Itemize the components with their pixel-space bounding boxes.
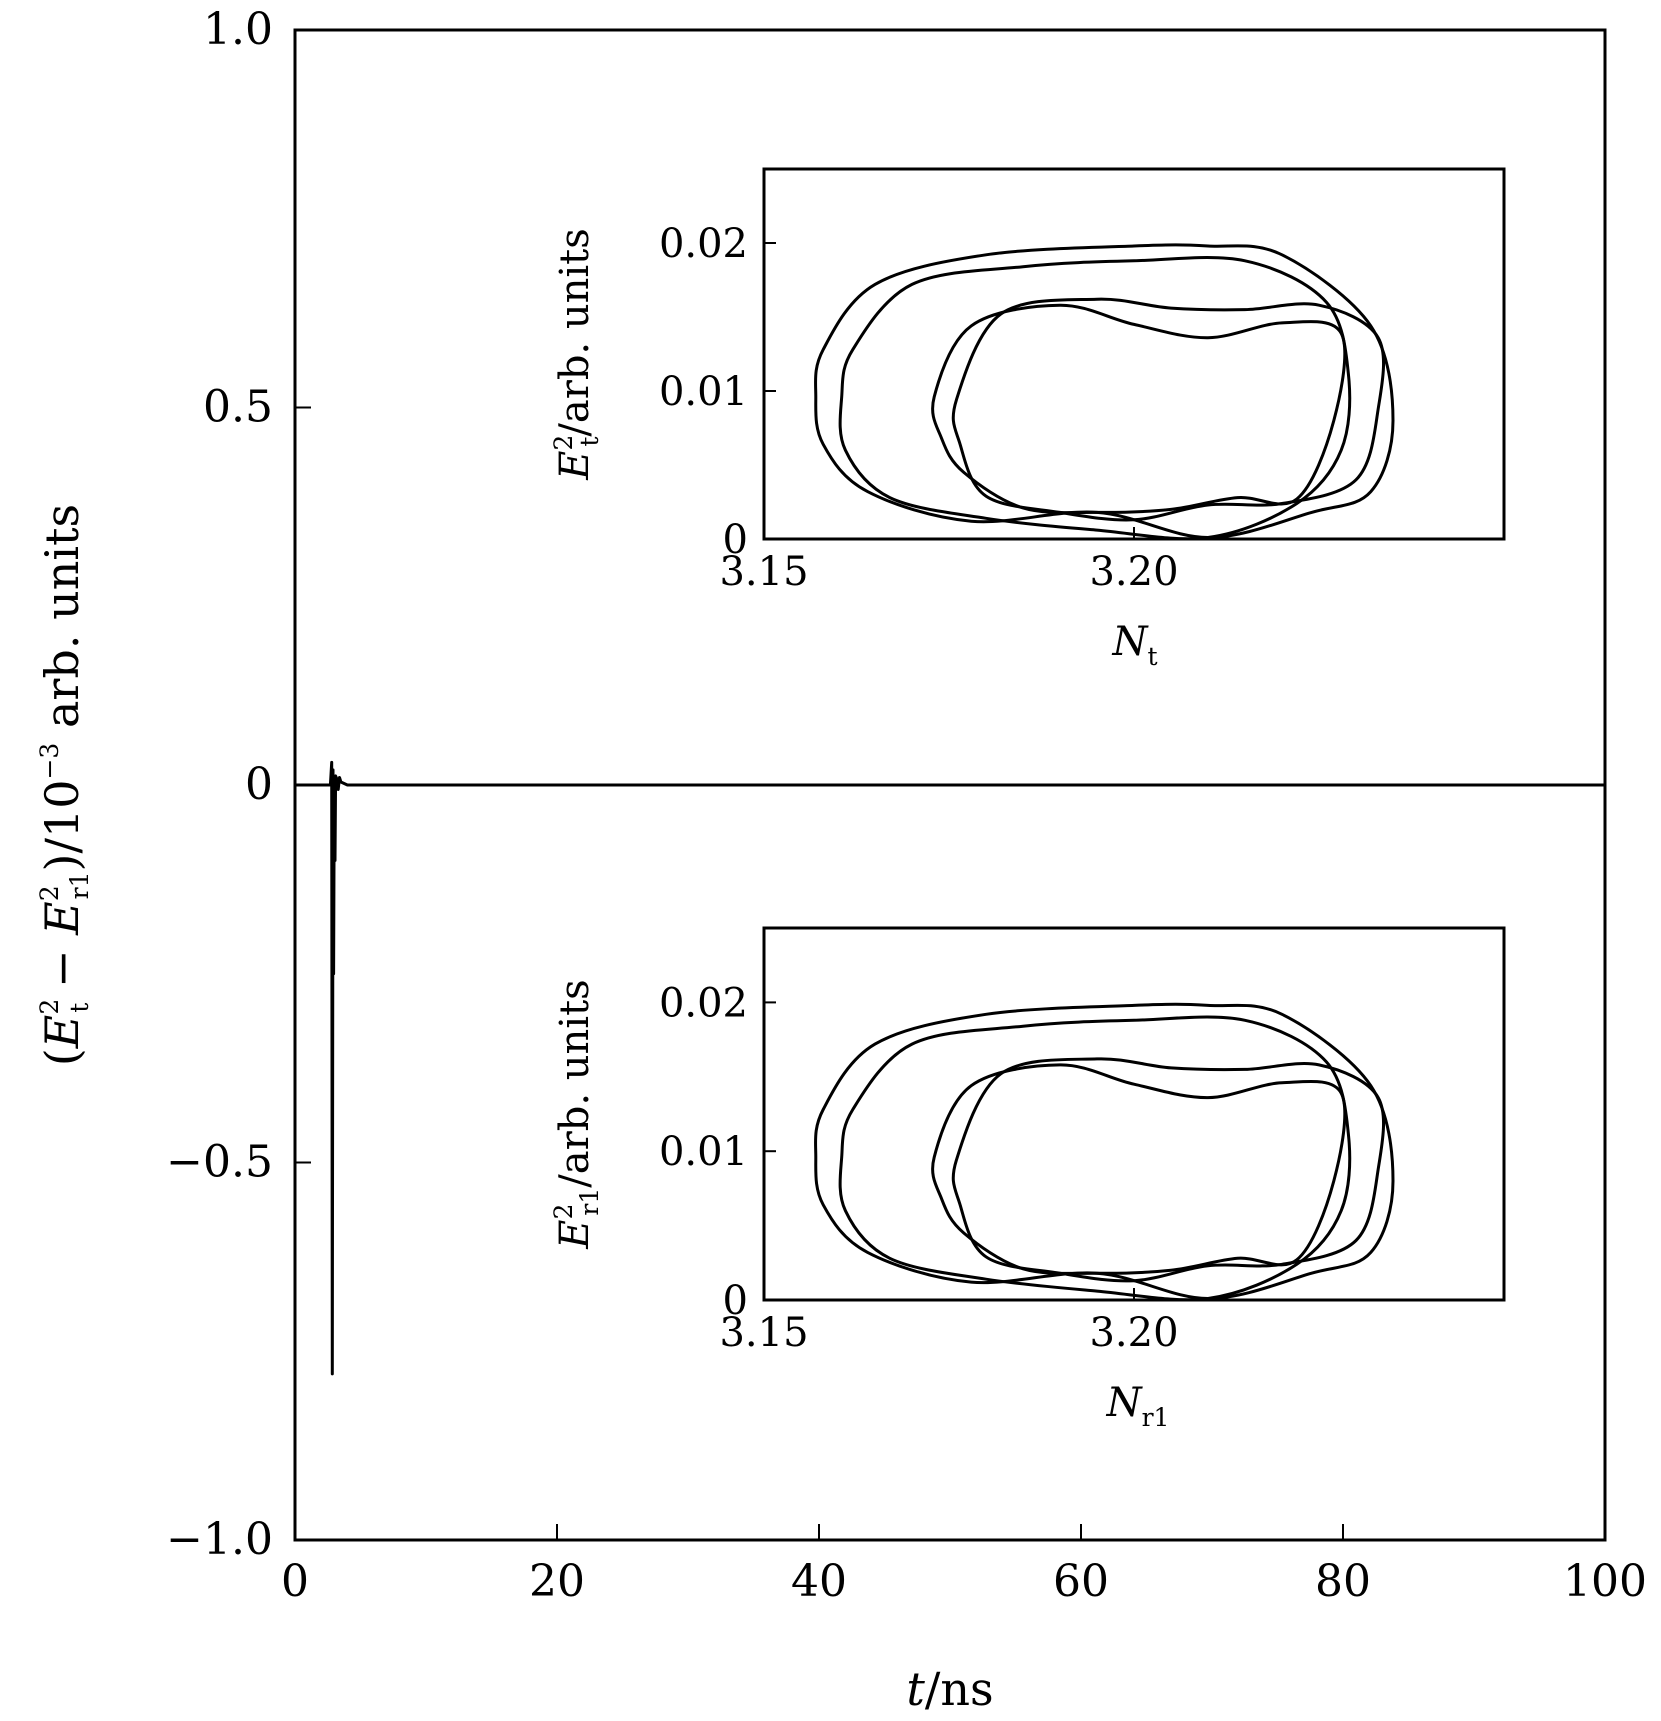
inset-bottom-series-2-line — [838, 1015, 1352, 1302]
inset-top-y-tick-label: 0 — [723, 517, 748, 563]
inset-top-y-tick-label: 0.02 — [659, 221, 748, 267]
main-y-tick-label: 0 — [245, 759, 273, 810]
main-x-axis-label: t/ns — [906, 1662, 993, 1716]
inset-top-frame — [762, 167, 1506, 541]
main-y-tick-label: 0.5 — [203, 382, 273, 433]
main-series-1-line — [295, 760, 1605, 1376]
main-x-tick-label: 40 — [791, 1556, 847, 1607]
main-x-tick-label: 20 — [529, 1556, 585, 1607]
inset-bottom-y-axis-label: E2r1/arb. units — [549, 979, 604, 1249]
inset-top-series-2-line — [838, 255, 1352, 541]
inset-bottom-x-axis-label: Nr1 — [1106, 1380, 1170, 1432]
inset-bottom-x-tick-label: 3.20 — [1089, 1310, 1178, 1356]
inset-top-x-tick-label: 3.20 — [1089, 549, 1178, 595]
inset-bottom-y-tick-label: 0 — [723, 1278, 748, 1324]
inset-top-series — [814, 243, 1395, 541]
inset-top-y-axis-label: E2t/arb. units — [549, 228, 604, 481]
inset-bottom-frame — [762, 926, 1506, 1302]
main-series — [295, 760, 1605, 1376]
main-y-tick-label: 1.0 — [203, 4, 273, 55]
main-x-tick-label: 0 — [281, 1556, 309, 1607]
main-x-tick-label: 60 — [1053, 1556, 1109, 1607]
svg-text:E2r1/arb. units: E2r1/arb. units — [549, 979, 604, 1249]
main-y-axis-label: (E2t − E2r1)/10−3 arb. units — [35, 504, 94, 1066]
inset-bottom-series-1-line — [814, 1002, 1395, 1300]
inset-bottom-y-tick-label: 0.01 — [659, 1129, 748, 1175]
inset-bottom-series — [814, 1002, 1395, 1302]
main-y-tick-label: −0.5 — [166, 1137, 273, 1188]
inset-top-series-4-line — [951, 297, 1385, 522]
svg-text:(E2t − E2r1)/10−3 arb. units: (E2t − E2r1)/10−3 arb. units — [35, 504, 94, 1066]
inset-top-x-axis-label: Nt — [1111, 619, 1157, 671]
main-y-tick-label: −1.0 — [166, 1514, 273, 1565]
inset-bottom-axis-ticks: 3.15 3.20 0.02 0.01 0 — [659, 980, 1179, 1356]
svg-text:E2t/arb. units: E2t/arb. units — [549, 228, 604, 481]
inset-bottom-series-3-line — [931, 1063, 1347, 1275]
svg-text:Nr1: Nr1 — [1106, 1380, 1170, 1432]
inset-bottom-y-tick-label: 0.02 — [659, 980, 748, 1026]
inset-top-series-3-line — [931, 303, 1347, 515]
svg-text:Nt: Nt — [1111, 619, 1157, 671]
svg-text:t/ns: t/ns — [906, 1662, 993, 1716]
main-axis-ticks: 0 20 40 60 80 100 1.0 0.5 0 −0.5 −1.0 — [166, 4, 1647, 1607]
inset-top-y-tick-label: 0.01 — [659, 369, 748, 415]
inset-bottom-series-4-line — [951, 1057, 1385, 1283]
inset-top-axis-ticks: 3.15 3.20 0.02 0.01 0 — [659, 221, 1179, 595]
main-x-tick-label: 100 — [1563, 1556, 1647, 1607]
inset-top-x-tick-label: 3.15 — [719, 549, 808, 595]
main-x-tick-label: 80 — [1315, 1556, 1371, 1607]
inset-bottom-x-tick-label: 3.15 — [719, 1310, 808, 1356]
inset-top-series-1-line — [814, 243, 1395, 539]
